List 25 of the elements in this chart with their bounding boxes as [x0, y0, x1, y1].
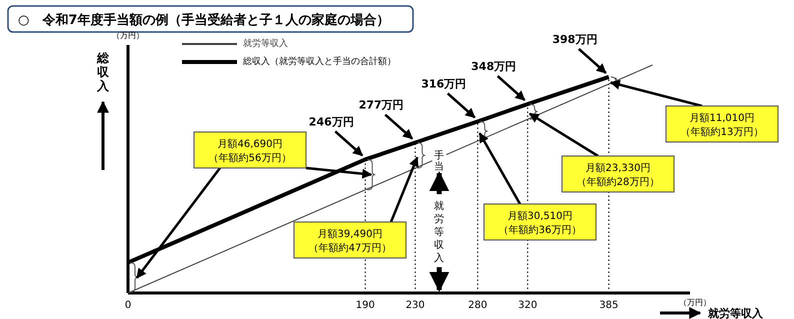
annotation: 就労等収入 [434, 200, 444, 264]
data-label: 316万円 [421, 77, 466, 90]
data-label: 246万円 [308, 115, 354, 128]
text: （万円） [679, 298, 711, 307]
annotation: 月額30,510円（年額約36万円） [498, 210, 582, 236]
annotation: 手当 [434, 150, 444, 173]
annotation: 月額11,010円（年額約13万円） [680, 112, 764, 138]
data-label: 348万円 [471, 60, 516, 74]
x-tick-label: 320 [518, 300, 538, 312]
text: 総収入（就労等収入と手当の合計額） [242, 56, 396, 67]
x-axis-title: 就労等収入 [707, 307, 764, 319]
data-label: 277万円 [358, 98, 404, 112]
x-tick-label: 190 [356, 300, 375, 312]
text: 就労等収入 [243, 38, 288, 49]
x-tick-label: 280 [468, 300, 488, 312]
x-tick-label: 230 [406, 300, 425, 312]
text: （万円） [112, 31, 144, 40]
y-axis-title: 総収入 [96, 51, 110, 93]
data-label: 398万円 [552, 32, 598, 46]
annotation: 月額23,330円（年額約28万円） [576, 162, 660, 188]
annotation: 月額46,690円（年額約56万円） [208, 138, 292, 164]
chart-title: ○ 令和7年度手当額の例（手当受給者と子１人の家庭の場合） [18, 12, 390, 28]
x-tick-label: 0 [124, 300, 132, 312]
annotation: 月額39,490円（年額約47万円） [308, 228, 392, 254]
x-tick-label: 385 [599, 300, 618, 312]
